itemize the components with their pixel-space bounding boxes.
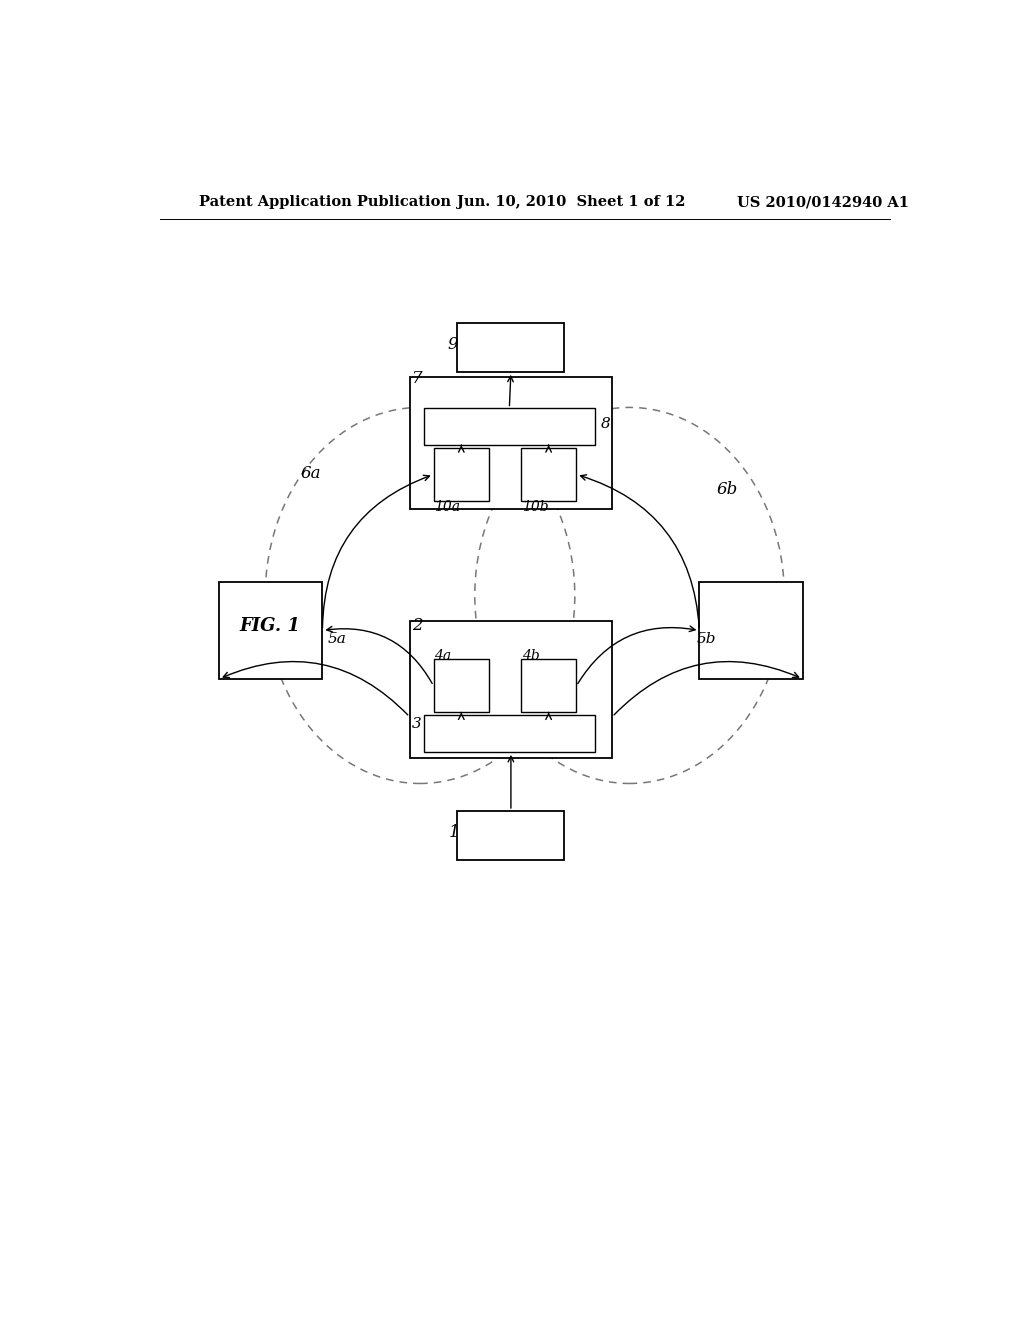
Text: 5b: 5b [696, 632, 716, 647]
Text: 9: 9 [447, 335, 459, 352]
FancyBboxPatch shape [458, 810, 564, 859]
Text: 1: 1 [449, 824, 459, 841]
FancyBboxPatch shape [410, 378, 612, 510]
FancyBboxPatch shape [433, 660, 489, 713]
FancyBboxPatch shape [458, 323, 564, 372]
Text: US 2010/0142940 A1: US 2010/0142940 A1 [737, 195, 909, 209]
Text: 10a: 10a [434, 500, 461, 513]
Text: FIG. 1: FIG. 1 [240, 616, 300, 635]
Text: 7: 7 [412, 371, 423, 388]
Text: 10b: 10b [521, 500, 548, 513]
Text: Patent Application Publication: Patent Application Publication [200, 195, 452, 209]
Text: 2: 2 [412, 618, 423, 635]
Text: 4a: 4a [434, 649, 452, 664]
FancyBboxPatch shape [424, 715, 595, 752]
Text: 4b: 4b [521, 649, 540, 664]
Text: Jun. 10, 2010  Sheet 1 of 12: Jun. 10, 2010 Sheet 1 of 12 [458, 195, 686, 209]
FancyBboxPatch shape [219, 582, 323, 678]
Text: 6a: 6a [301, 465, 322, 482]
FancyBboxPatch shape [433, 447, 489, 500]
FancyBboxPatch shape [521, 447, 577, 500]
Text: 6b: 6b [717, 482, 738, 498]
FancyBboxPatch shape [410, 620, 612, 758]
FancyBboxPatch shape [424, 408, 595, 445]
Text: 8: 8 [601, 417, 610, 430]
Text: 5a: 5a [328, 632, 347, 647]
FancyBboxPatch shape [521, 660, 577, 713]
Text: 3: 3 [412, 717, 422, 730]
FancyBboxPatch shape [699, 582, 803, 678]
